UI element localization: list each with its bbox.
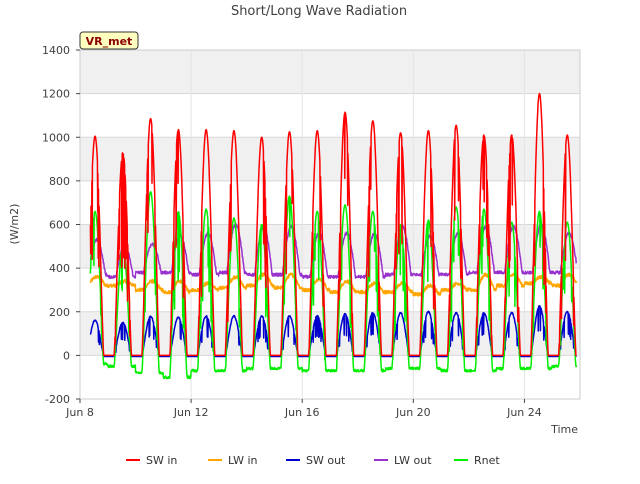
annotation-text: VR_met <box>86 35 133 48</box>
legend-item-rnet: Rnet <box>454 454 500 467</box>
y-tick-label: 0 <box>63 349 70 362</box>
series-layer <box>89 92 578 380</box>
background-band <box>80 50 580 94</box>
legend-label: SW in <box>146 454 177 467</box>
y-tick-label: 400 <box>49 262 70 275</box>
legend-label: LW out <box>394 454 432 467</box>
y-axis-label: (W/m2) <box>8 204 21 245</box>
x-tick-label: Jun 20 <box>395 406 431 419</box>
y-tick-label: 1000 <box>42 131 70 144</box>
x-tick-label: Jun 8 <box>65 406 94 419</box>
chart-title: Short/Long Wave Radiation <box>231 4 407 19</box>
legend-label: SW out <box>306 454 346 467</box>
y-tick-label: 1200 <box>42 88 70 101</box>
legend-item-sw-out: SW out <box>286 454 346 467</box>
background-band <box>80 311 580 356</box>
legend-label: Rnet <box>474 454 500 467</box>
background-band <box>80 137 580 181</box>
axes: -200 0 200 400 600 800 1000 1200 1400 Jun 8 Jun 12… <box>42 44 581 419</box>
legend: SW in LW in SW out LW out Rnet <box>126 454 500 467</box>
y-tick-label: -200 <box>45 393 70 406</box>
y-tick-label: 600 <box>49 219 70 232</box>
y-tick-label: 200 <box>49 306 70 319</box>
x-tick-label: Jun 16 <box>284 406 320 419</box>
legend-item-sw-in: SW in <box>126 454 177 467</box>
legend-item-lw-out: LW out <box>374 454 432 467</box>
background-band <box>80 224 580 269</box>
series-line-rnet <box>89 191 578 380</box>
y-tick-label: 1400 <box>42 44 70 57</box>
x-axis-label: Time <box>550 423 578 436</box>
series-line-sw-in <box>89 92 577 357</box>
y-tick-label: 800 <box>49 175 70 188</box>
annotation-box <box>79 31 139 50</box>
series-line-lw-out <box>89 222 578 280</box>
legend-item-lw-in: LW in <box>208 454 258 467</box>
x-tick-label: Jun 24 <box>506 406 542 419</box>
legend-label: LW in <box>228 454 258 467</box>
vr-met-annotation: VR_met <box>79 31 139 50</box>
x-tick-label: Jun 12 <box>173 406 209 419</box>
